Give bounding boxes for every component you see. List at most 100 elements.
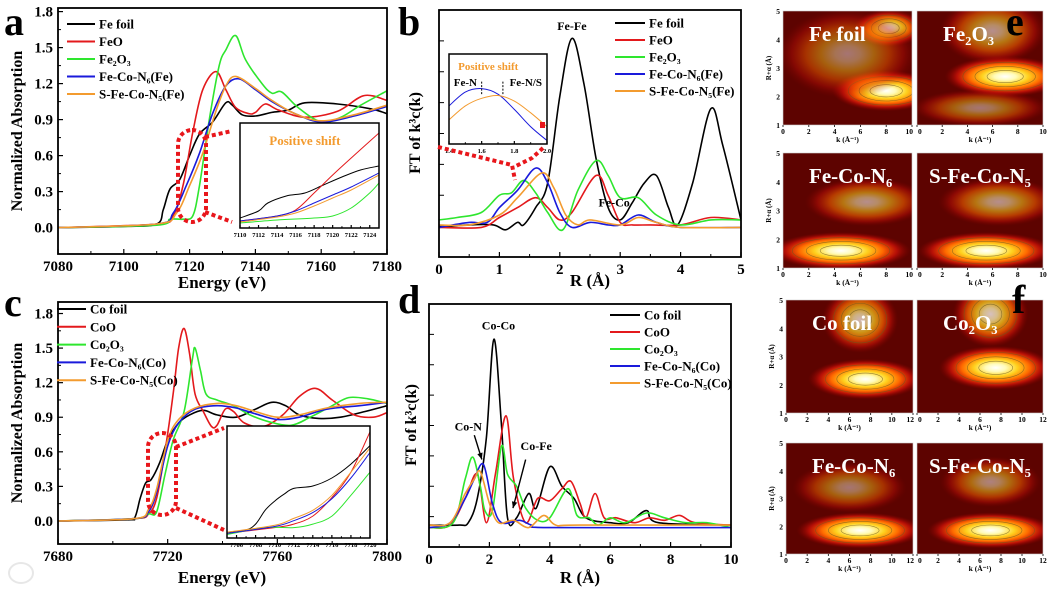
- arrow-head: [477, 452, 483, 460]
- x-tick-label: 2: [936, 556, 940, 565]
- legend-label: Fe-Co-N₆(Co): [644, 359, 720, 374]
- callout-a: [176, 128, 233, 224]
- series-line-0: [58, 100, 387, 229]
- x-axis-label: Energy (eV): [178, 568, 266, 587]
- x-tick-label: 10: [724, 552, 739, 568]
- x-tick-label: 0: [918, 127, 922, 136]
- heatmap-title: Co foil: [812, 311, 872, 335]
- y-axis-label: FT of k³c(k): [407, 92, 424, 174]
- x-tick-label: 10: [888, 556, 896, 565]
- x-tick-label: 8: [667, 552, 675, 568]
- y-tick-label: 0.3: [34, 185, 53, 201]
- contour-line: [833, 300, 888, 344]
- x-tick-label: 10: [1039, 127, 1047, 136]
- annotation-label: Fe-N/S: [510, 77, 542, 89]
- heatmap-field: [786, 300, 913, 413]
- x-tick-label: 0: [435, 262, 443, 278]
- x-tick-label: 4: [546, 552, 554, 568]
- x-tick-label: 1.4: [445, 148, 454, 155]
- heatmap-hotspot: [792, 462, 907, 513]
- x-tick-label: 2: [807, 270, 811, 279]
- legend-item: Fe-Co-N₆(Fe): [615, 67, 723, 82]
- y-tick-label: 2: [776, 93, 780, 102]
- series-line-0: [240, 165, 379, 219]
- x-tick-label: 4: [833, 127, 837, 136]
- legend-label: CoO: [90, 319, 116, 334]
- contour-line: [815, 517, 905, 544]
- legend-label: Fe-Co-N₆(Fe): [99, 69, 173, 84]
- x-tick-label: 8: [1016, 270, 1020, 279]
- series-line-4: [227, 447, 370, 533]
- y-tick-label: 2: [776, 235, 780, 244]
- legend-item: Fe foil: [615, 16, 684, 31]
- legend-label: Fe-Co-N₆(Co): [90, 355, 166, 370]
- series-group: [58, 34, 387, 229]
- heatmap-field: [917, 443, 1043, 554]
- y-tick-label: 2: [779, 522, 783, 531]
- x-tick-label: 2: [556, 262, 564, 278]
- plot-area: [240, 123, 379, 228]
- heatmap-title: S-Fe-Co-N₅: [929, 164, 1031, 188]
- y-tick-label: 1.8: [34, 5, 53, 21]
- x-tick-label: 7680: [43, 549, 73, 565]
- x-tick-label: 6: [859, 127, 863, 136]
- y-axis-label: R+α (Å): [765, 198, 773, 223]
- heatmap-title: Fe-Co-N₆: [809, 164, 892, 188]
- x-tick-label: 1.8: [510, 148, 519, 155]
- series-line-4: [429, 469, 731, 529]
- x-tick-label: 4: [677, 262, 685, 278]
- x-tick-label: 1.6: [478, 148, 487, 155]
- x-tick-label: 7706: [230, 542, 244, 549]
- legend-label: Co₂O₃: [644, 342, 678, 357]
- x-tick-label: 7118: [308, 232, 321, 239]
- series-line-4: [58, 75, 387, 229]
- x-tick-label: 12: [1039, 415, 1047, 424]
- legend-label: Co foil: [90, 302, 128, 317]
- legend-item: Fe foil: [67, 17, 134, 32]
- y-tick-label: 5: [776, 7, 780, 16]
- legend-label: Fe-Co-N₆(Fe): [649, 67, 723, 82]
- x-tick-label: 4: [957, 415, 961, 424]
- annotation-label: Positive shift: [269, 133, 341, 148]
- legend-label: Fe foil: [99, 17, 134, 32]
- x-tick-label: 2: [940, 127, 944, 136]
- legend-item: Fe-Co-N₆(Co): [610, 359, 720, 374]
- x-tick-label: 4: [826, 556, 830, 565]
- x-tick-label: 6: [978, 556, 982, 565]
- plot-frame: [782, 10, 913, 126]
- x-tick-label: 7708: [249, 542, 263, 549]
- y-tick-label: 4: [776, 178, 780, 187]
- y-tick-label: 1.2: [34, 77, 53, 93]
- contour-line: [938, 237, 1035, 265]
- x-tick-label: 7110: [234, 232, 247, 239]
- contour-line: [805, 241, 877, 261]
- panel-label-c: c: [4, 280, 22, 325]
- series-line-3: [429, 462, 731, 529]
- legend: Fe foil FeO Fe₂O₃ Fe-Co-N₆(Fe) S-Fe-Co-N₅(Fe…: [67, 17, 184, 102]
- series-group: [227, 431, 370, 535]
- annotation-label: Positive shift: [458, 61, 519, 73]
- x-tick-label: 6: [848, 556, 852, 565]
- x-tick-label: 2: [805, 415, 809, 424]
- heatmap-f-s-fe-co-n5: S-Fe-Co-N₅ 0 2 4 6 8 10 12 k (Å⁻¹): [916, 442, 1047, 573]
- heatmap-hotspot: [821, 300, 899, 353]
- y-tick-label: 1.5: [34, 341, 53, 357]
- x-tick-label: 8: [884, 270, 888, 279]
- x-tick-label: 4: [957, 556, 961, 565]
- x-tick-label: 10: [1039, 270, 1047, 279]
- x-tick-label: 10: [906, 127, 914, 136]
- panel-b: 0 1 2 3 4 5 Fe foil FeO Fe₂O₃ Fe-Co-N₆(Fe) S-Fe-Co…: [407, 9, 745, 290]
- y-tick-label: 0.6: [34, 149, 53, 165]
- heatmap-title: Fe₂O₃: [943, 22, 994, 46]
- x-tick-label: 7180: [372, 259, 402, 275]
- legend-item: S-Fe-Co-N₅(Fe): [67, 87, 184, 102]
- x-axis-label: Energy (eV): [178, 273, 266, 292]
- heatmap-field: [783, 11, 912, 125]
- x-tick-label: 12: [907, 415, 915, 424]
- arrow-head: [511, 501, 518, 509]
- series-line-3: [58, 77, 387, 229]
- x-tick-label: 4: [966, 270, 970, 279]
- x-tick-label: 10: [888, 415, 896, 424]
- heatmap-title: Fe foil: [809, 22, 866, 46]
- y-tick-label: 1.2: [34, 376, 53, 392]
